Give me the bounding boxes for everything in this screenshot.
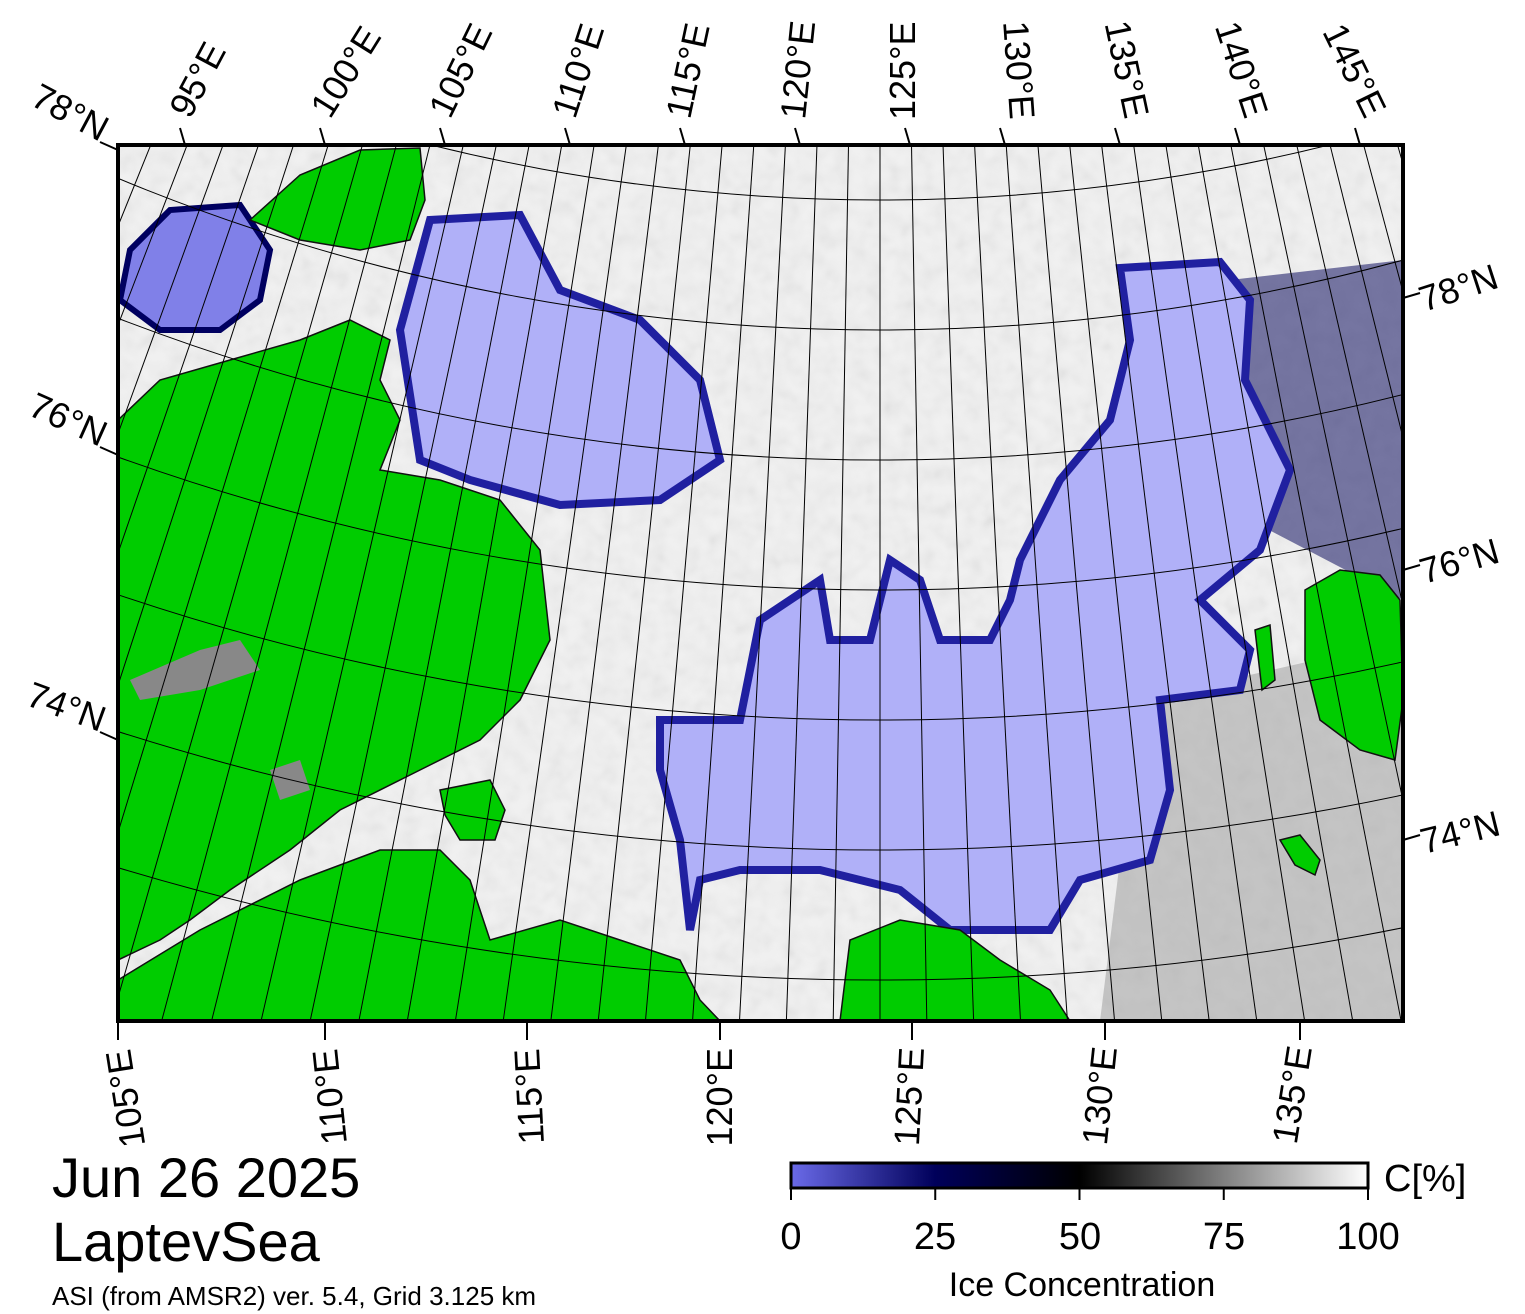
bottom-lon-label: 130°E [1074, 1045, 1125, 1147]
left-lat-label: 78°N [25, 75, 115, 149]
tick-mark [679, 127, 686, 146]
colorbar-tick-100: 100 [1336, 1216, 1400, 1258]
bottom-lon-label: 105°E [97, 1047, 153, 1151]
land-severnaya-zemlya [248, 147, 426, 251]
top-lon-label: 95°E [161, 35, 234, 124]
open-water-central [656, 257, 1295, 934]
colorbar-tick-25: 25 [913, 1216, 957, 1258]
colorbar-tick-0: 0 [780, 1216, 802, 1258]
land-island-east [1278, 834, 1321, 877]
tick-mark [1354, 127, 1361, 146]
left-lat-label: 74°N [22, 673, 112, 739]
top-lon-label: 130°E [995, 19, 1043, 120]
colorbar-unit: C[%] [1384, 1158, 1467, 1200]
right-lat-label: 78°N [1414, 256, 1503, 320]
top-lon-label: 115°E [658, 19, 718, 121]
bottom-lon-label: 110°E [304, 1047, 355, 1147]
source-caption: ASI (from AMSR2) ver. 5.4, Grid 3.125 km [52, 1281, 537, 1311]
tick-mark [1402, 564, 1421, 571]
tick-mark [99, 731, 119, 741]
colorbar [789, 1161, 1370, 1190]
tick-mark [564, 127, 571, 146]
left-lat-label: 76°N [23, 384, 113, 454]
land-island-small [1254, 623, 1276, 692]
shelf-patch [130, 640, 260, 700]
tick-mark [1402, 834, 1421, 841]
top-lon-label: 125°E [882, 22, 923, 120]
top-lon-label: 140°E [1207, 16, 1276, 122]
land-siberia-south [118, 849, 722, 1021]
tick-mark [179, 127, 186, 146]
tick-mark [999, 127, 1006, 146]
right-lat-label: 76°N [1415, 530, 1504, 592]
meridian-line [1329, 145, 1403, 440]
tick-mark [1234, 127, 1241, 146]
tick-mark [904, 127, 911, 146]
top-lon-label: 105°E [420, 17, 500, 123]
map-area [0, 0, 1525, 1021]
colorbar-ticks [790, 1188, 1369, 1200]
tick-mark [99, 141, 119, 151]
dense-ice-east [1100, 640, 1403, 1021]
meridian-line [0, 0, 4, 740]
top-lon-label: 120°E [772, 19, 823, 121]
tick-mark [794, 127, 801, 146]
date-title: Jun 26 2025 [52, 1146, 361, 1209]
tick-mark [319, 127, 326, 146]
top-lon-label: 135°E [1097, 17, 1158, 122]
axis-ticks [99, 127, 1421, 1040]
bottom-lon-label: 115°E [506, 1048, 552, 1146]
bottom-lon-label: 135°E [1264, 1043, 1320, 1147]
top-lon-label: 110°E [544, 19, 613, 123]
colorbar-title: Ice Concentration [948, 1266, 1216, 1304]
colorbar-tick-50: 50 [1058, 1216, 1102, 1258]
meridian-line [0, 0, 30, 765]
map-frame [116, 143, 1405, 1023]
bottom-lon-label: 125°E [886, 1046, 932, 1146]
tick-mark [99, 446, 119, 456]
region-title: LaptevSea [52, 1210, 320, 1273]
land-island-bay [439, 779, 506, 841]
tick-mark [439, 127, 446, 146]
meridian-line [1363, 145, 1403, 294]
colorbar-tick-75: 75 [1202, 1216, 1246, 1258]
tick-mark [1402, 292, 1421, 299]
top-lon-label: 145°E [1315, 17, 1395, 123]
bottom-lon-label: 120°E [699, 1048, 740, 1146]
meridian-line [1397, 145, 1403, 166]
graticule [0, 0, 1525, 1021]
tick-mark [1114, 127, 1121, 146]
open-water-nw [118, 201, 274, 333]
meridian-line [1517, 0, 1525, 936]
right-lat-label: 74°N [1416, 803, 1504, 862]
land-kotelny [1304, 569, 1403, 761]
top-lon-label: 100°E [302, 19, 389, 124]
